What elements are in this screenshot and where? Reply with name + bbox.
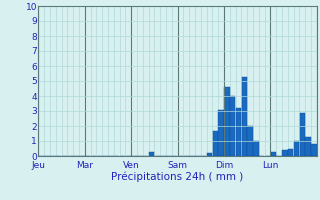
Bar bbox=[253, 141, 259, 156]
Bar bbox=[207, 153, 212, 156]
Bar bbox=[282, 150, 287, 156]
Bar bbox=[306, 137, 311, 156]
Bar bbox=[288, 148, 293, 156]
Bar bbox=[271, 152, 276, 156]
Bar bbox=[149, 152, 154, 156]
Bar bbox=[230, 96, 235, 156]
Bar bbox=[311, 144, 316, 156]
X-axis label: Précipitations 24h ( mm ): Précipitations 24h ( mm ) bbox=[111, 171, 244, 182]
Bar bbox=[294, 141, 299, 156]
Bar bbox=[236, 108, 241, 156]
Bar bbox=[242, 76, 247, 156]
Bar bbox=[213, 130, 218, 156]
Bar bbox=[247, 126, 253, 156]
Bar bbox=[300, 112, 305, 156]
Bar bbox=[224, 87, 229, 156]
Bar bbox=[219, 110, 224, 156]
